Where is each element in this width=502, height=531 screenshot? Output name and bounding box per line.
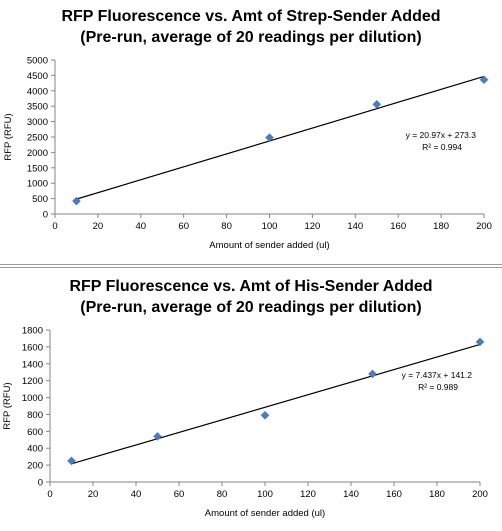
y-tick-label: 1600 xyxy=(22,342,43,353)
chart-strep-sender: RFP Fluorescence vs. Amt of Strep-Sender… xyxy=(0,0,502,262)
x-tick-label: 40 xyxy=(136,221,147,232)
x-tick-label: 60 xyxy=(174,489,185,500)
trendline-r2: R² = 0.989 xyxy=(418,382,458,392)
x-tick-label: 120 xyxy=(304,221,320,232)
x-tick-label: 180 xyxy=(433,221,449,232)
y-tick-label: 0 xyxy=(43,210,48,221)
x-tick-label: 100 xyxy=(257,489,273,500)
y-tick-label: 2000 xyxy=(27,148,48,159)
chart-plot-svg: 0500100015002000250030003500400045005000… xyxy=(3,56,492,252)
x-axis-label: Amount of sender added (ul) xyxy=(209,240,329,251)
x-tick-label: 80 xyxy=(217,489,228,500)
x-tick-label: 160 xyxy=(390,221,406,232)
data-point xyxy=(475,337,485,347)
panel-divider xyxy=(0,267,502,268)
y-tick-label: 4000 xyxy=(27,86,48,97)
x-tick-label: 100 xyxy=(262,221,278,232)
chart-plot-svg: 0 200 400 600 800 1000 1200 1400 1600 1800 0 20 40 60… xyxy=(2,326,488,520)
y-axis-label: RFP (RFU) xyxy=(3,113,14,160)
x-tick-label: 180 xyxy=(429,489,445,500)
y-tick-label: 3500 xyxy=(27,102,48,113)
x-tick-label: 0 xyxy=(47,489,52,500)
x-tick-label: 200 xyxy=(472,489,488,500)
y-axis-label: RFP (RFU) xyxy=(2,382,13,429)
x-tick-label: 60 xyxy=(178,221,189,232)
y-tick-label: 400 xyxy=(27,444,43,455)
y-tick-label: 1000 xyxy=(22,393,43,404)
y-tick-label: 5000 xyxy=(27,56,48,67)
chart-his-sender: RFP Fluorescence vs. Amt of His-Sender A… xyxy=(0,270,502,531)
data-point xyxy=(72,196,81,206)
y-tick-label: 800 xyxy=(27,410,43,421)
y-tick-label: 600 xyxy=(27,427,43,438)
x-tick-label: 40 xyxy=(131,489,142,500)
trendline-equation: y = 7.437x + 141.2 xyxy=(402,370,473,380)
x-tick-label: 140 xyxy=(343,489,359,500)
x-tick-label: 160 xyxy=(386,489,402,500)
y-tick-label: 4500 xyxy=(27,71,48,82)
y-tick-label: 1400 xyxy=(22,359,43,370)
x-tick-label: 20 xyxy=(88,489,99,500)
trendline-equation: y = 20.97x + 273.3 xyxy=(406,130,477,140)
x-tick-label: 200 xyxy=(476,221,492,232)
y-tick-label: 1000 xyxy=(27,179,48,190)
trendline xyxy=(76,75,485,200)
y-tick-label: 3000 xyxy=(27,117,48,128)
y-tick-label: 0 xyxy=(38,478,43,489)
y-tick-label: 1200 xyxy=(22,376,43,387)
x-tick-label: 140 xyxy=(347,221,363,232)
trendline-r2: R² = 0.994 xyxy=(422,142,462,152)
data-point xyxy=(153,432,162,441)
panel-divider xyxy=(0,264,502,265)
chart-title-block: RFP Fluorescence vs. Amt of His-Sender A… xyxy=(0,276,502,318)
y-tick-label: 1500 xyxy=(27,163,48,174)
x-tick-label: 0 xyxy=(52,221,57,232)
data-point xyxy=(368,369,377,379)
chart-subtitle: (Pre-run, average of 20 readings per dil… xyxy=(80,299,422,316)
chart-subtitle: (Pre-run, average of 20 readings per dil… xyxy=(80,29,422,46)
x-tick-label: 120 xyxy=(300,489,316,500)
data-point xyxy=(372,99,382,109)
chart-title: RFP Fluorescence vs. Amt of His-Sender A… xyxy=(69,278,433,295)
trendline xyxy=(71,343,481,465)
y-tick-label: 2500 xyxy=(27,133,48,144)
x-tick-label: 20 xyxy=(93,221,104,232)
data-point xyxy=(67,456,76,466)
chart-title: RFP Fluorescence vs. Amt of Strep-Sender… xyxy=(61,8,441,25)
y-tick-label: 500 xyxy=(32,194,48,205)
data-point xyxy=(260,410,270,420)
x-axis-label: Amount of sender added (ul) xyxy=(205,508,325,519)
x-tick-label: 80 xyxy=(221,221,232,232)
y-tick-label: 1800 xyxy=(22,326,43,337)
data-point xyxy=(479,75,489,85)
y-tick-label: 200 xyxy=(27,461,43,472)
chart-title-block: RFP Fluorescence vs. Amt of Strep-Sender… xyxy=(0,6,502,48)
data-point xyxy=(265,133,274,142)
